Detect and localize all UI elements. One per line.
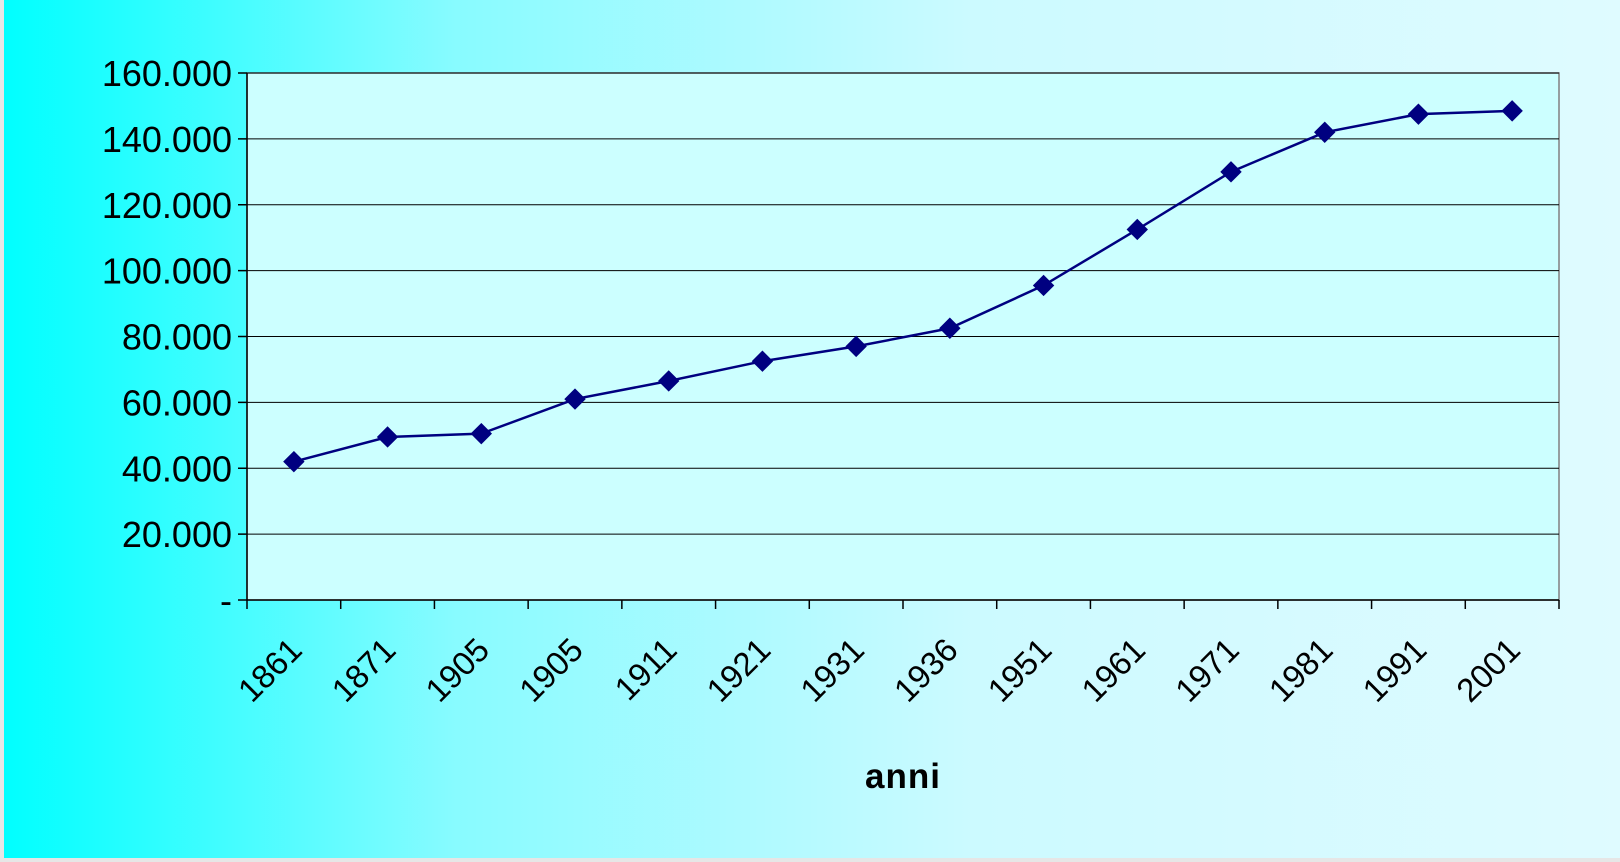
line-chart: - 20.000 40.000 60.000 80.000 100.000 120.000 1… <box>102 53 1560 796</box>
x-tick-label: 1905 <box>512 631 590 709</box>
x-tick-label: 1981 <box>1262 631 1340 709</box>
x-tick-label: 1971 <box>1168 631 1246 709</box>
data-point-marker <box>283 450 305 473</box>
axes <box>238 72 1560 609</box>
y-tick-label: 20.000 <box>122 514 232 555</box>
x-tick-label: 1951 <box>980 631 1058 709</box>
data-point-marker <box>751 350 774 372</box>
x-tick-label: 1871 <box>324 631 402 709</box>
grid-lines <box>247 72 1559 535</box>
data-point-marker <box>1501 100 1523 122</box>
data-point-marker <box>376 426 399 448</box>
x-tick-label: 1961 <box>1074 631 1152 709</box>
data-point-marker <box>1220 161 1242 183</box>
data-point-marker <box>1126 218 1148 241</box>
data-point-marker <box>1314 121 1336 143</box>
data-point-marker <box>845 335 867 358</box>
x-tick-label: 2001 <box>1449 631 1527 709</box>
data-point-marker <box>1032 274 1055 297</box>
y-tick-label: 160.000 <box>102 53 232 94</box>
y-tick-label: - <box>220 580 232 621</box>
x-tick-label: 1911 <box>607 631 683 707</box>
y-axis-tick-labels: - 20.000 40.000 60.000 80.000 100.000 120.000 1… <box>102 53 232 621</box>
data-point-marker <box>564 388 586 410</box>
data-point-marker <box>470 422 492 445</box>
x-tick-label: 1991 <box>1355 631 1433 709</box>
y-tick-label: 100.000 <box>102 251 232 292</box>
x-tick-label: 1931 <box>793 631 871 709</box>
y-tick-label: 140.000 <box>102 119 232 160</box>
x-tick-label: 1861 <box>231 631 309 709</box>
x-axis-title: anni <box>865 757 941 796</box>
data-point-marker <box>1407 103 1430 125</box>
series-line <box>293 109 1513 463</box>
data-point-marker <box>658 370 680 392</box>
x-tick-label: 1936 <box>887 631 965 709</box>
y-tick-label: 60.000 <box>122 382 232 423</box>
y-tick-label: 80.000 <box>122 317 232 358</box>
x-axis-tick-labels: 1861 1871 1905 1905 1911 1921 1931 1936 1951 1961… <box>231 631 1527 709</box>
series <box>283 100 1523 473</box>
data-point-marker <box>939 317 961 339</box>
y-tick-label: 120.000 <box>102 185 232 226</box>
y-tick-label: 40.000 <box>122 448 232 489</box>
x-tick-label: 1921 <box>699 631 777 709</box>
x-tick-label: 1905 <box>418 631 496 709</box>
